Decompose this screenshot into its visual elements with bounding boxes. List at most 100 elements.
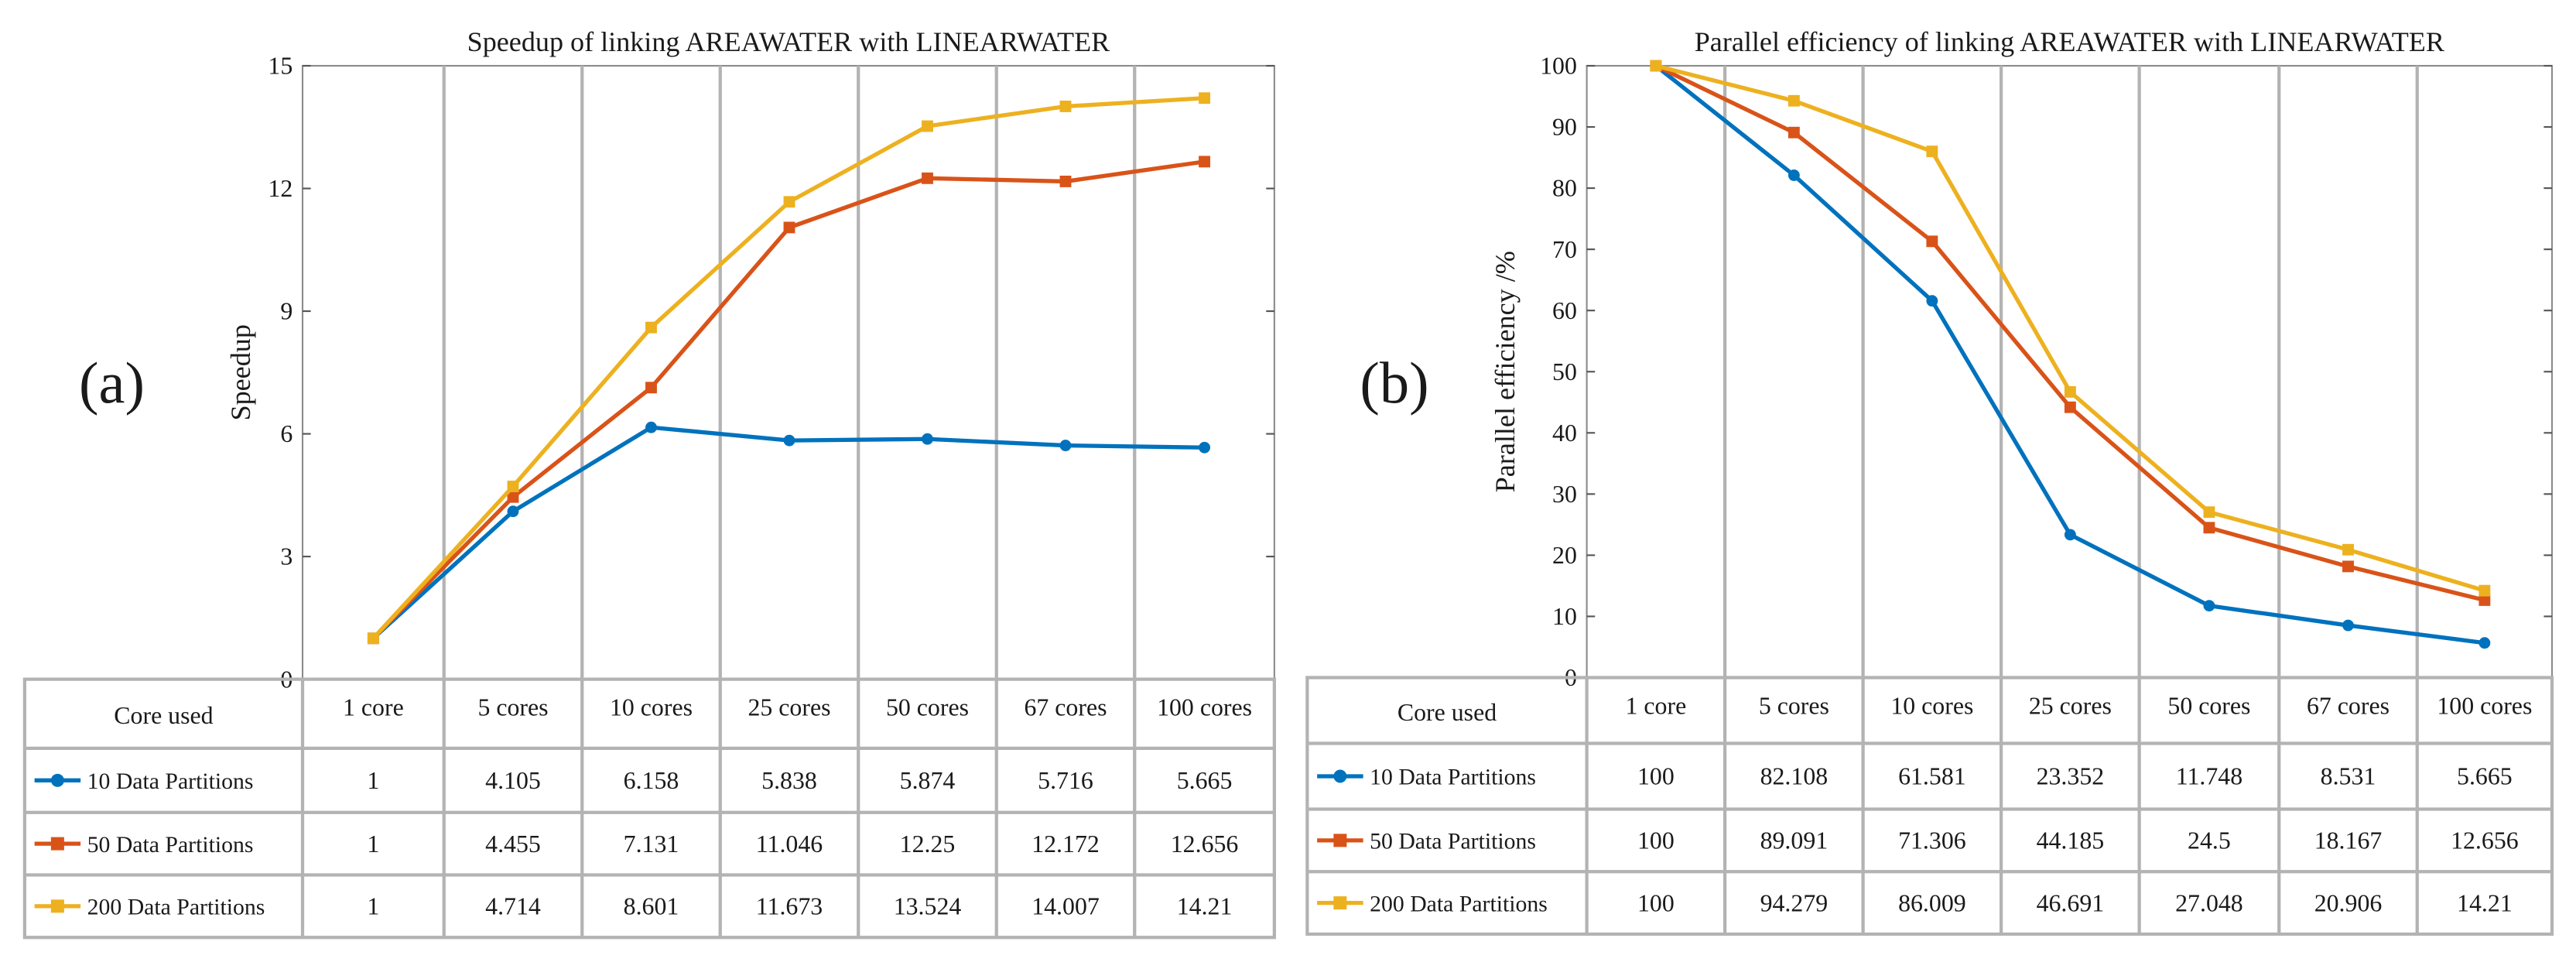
data-point xyxy=(2064,529,2076,541)
data-point xyxy=(2479,584,2491,597)
table-cell-value: 5.716 xyxy=(1038,767,1093,794)
table-cell-value: 18.167 xyxy=(2314,827,2383,854)
data-point xyxy=(1199,156,1210,168)
data-point xyxy=(507,491,519,503)
table-cell-value: 89.091 xyxy=(1760,827,1829,854)
table-cell-value: 24.5 xyxy=(2188,827,2231,854)
legend-series-name: 50 Data Partitions xyxy=(87,832,254,858)
data-point xyxy=(1926,295,1938,307)
series-200-data-partitions xyxy=(367,92,1210,645)
table-category-label: 67 cores xyxy=(2307,692,2390,719)
legend-marker-circle xyxy=(1333,769,1347,783)
data-point xyxy=(2479,637,2491,649)
data-point xyxy=(922,120,933,132)
table-category-label: 1 core xyxy=(343,693,404,721)
data-point xyxy=(2203,522,2215,534)
plot-area xyxy=(1586,64,2554,679)
table-cell-value: 100 xyxy=(1637,889,1675,916)
table-cell-value: 11.748 xyxy=(2176,763,2242,790)
table-cell-value: 12.25 xyxy=(900,830,956,858)
data-point xyxy=(2479,594,2491,606)
data-point xyxy=(507,481,519,492)
data-point xyxy=(1059,175,1072,187)
data-point xyxy=(645,421,657,433)
data-table: Core used 1 core 5 cores 10 cores 25 cores 50… xyxy=(1305,676,2554,936)
y-tick-label: 70 xyxy=(1552,236,1577,263)
data-point xyxy=(783,221,795,234)
legend-series-name: 50 Data Partitions xyxy=(1370,829,1536,854)
data-point xyxy=(1059,440,1072,452)
data-point xyxy=(2342,543,2354,556)
table-cell-value: 14.21 xyxy=(1177,893,1233,920)
table-cell-value: 14.21 xyxy=(2457,889,2513,916)
table-cell-value: 4.455 xyxy=(485,830,541,858)
table-cell-value: 5.665 xyxy=(1177,767,1233,794)
legend-series-name: 200 Data Partitions xyxy=(1370,891,1548,916)
series-200-data-partitions xyxy=(1650,60,2491,597)
y-tick-label: 30 xyxy=(1552,481,1577,508)
legend-series-name: 10 Data Partitions xyxy=(87,769,254,794)
table-cell-value: 5.665 xyxy=(2457,763,2513,790)
table-cell-value: 7.131 xyxy=(624,830,679,858)
table-cell-value: 20.906 xyxy=(2314,889,2383,916)
table-cell-value: 82.108 xyxy=(1760,763,1829,790)
table-cell-value: 13.524 xyxy=(894,893,962,920)
data-point xyxy=(1199,441,1210,454)
y-tick-label: 10 xyxy=(1552,603,1577,630)
table-cell-value: 12.172 xyxy=(1031,830,1100,858)
table-category-label: 100 cores xyxy=(1157,693,1252,721)
table-cell-value: 23.352 xyxy=(2037,763,2105,790)
data-point xyxy=(783,196,795,208)
y-tick-label: 50 xyxy=(1552,358,1577,385)
y-tick-label: 90 xyxy=(1552,114,1577,141)
table-border xyxy=(22,677,1276,940)
panel-label: (b) xyxy=(1360,351,1428,416)
table-category-label: 50 cores xyxy=(2167,692,2250,719)
y-tick-label: 40 xyxy=(1552,419,1577,447)
data-point xyxy=(1787,94,1800,107)
table-header-core-used: Core used xyxy=(1397,699,1497,726)
y-axis-label: Speedup xyxy=(225,324,256,420)
legend-series-name: 10 Data Partitions xyxy=(1370,765,1536,790)
data-point xyxy=(922,172,933,184)
legend-marker-circle xyxy=(50,773,64,787)
table-cell-value: 5.874 xyxy=(900,767,956,794)
table-header-core-used: Core used xyxy=(114,702,213,729)
table-cell-value: 5.838 xyxy=(761,767,817,794)
y-tick-label: 20 xyxy=(1552,542,1577,569)
table-category-label: 67 cores xyxy=(1024,693,1107,721)
y-tick-label: 60 xyxy=(1552,297,1577,324)
table-cell-value: 100 xyxy=(1637,827,1675,854)
table-cell-value: 44.185 xyxy=(2037,827,2105,854)
data-point xyxy=(1926,235,1938,248)
data-point xyxy=(783,434,795,447)
table-cell-value: 12.656 xyxy=(2451,827,2519,854)
data-point xyxy=(645,321,657,334)
data-point xyxy=(645,382,657,394)
table-category-label: 50 cores xyxy=(886,693,969,721)
table-cell-value: 4.105 xyxy=(485,767,541,794)
table-cell-value: 100 xyxy=(1637,763,1675,790)
data-point xyxy=(367,632,379,645)
data-point xyxy=(1787,126,1800,139)
legend-series-name: 200 Data Partitions xyxy=(87,895,265,920)
data-point xyxy=(922,433,933,445)
data-point xyxy=(2342,619,2354,632)
y-axis-label: Parallel efficiency /% xyxy=(1490,251,1521,492)
data-point xyxy=(2064,401,2076,413)
y-tick-label: 100 xyxy=(1540,53,1577,80)
table-category-label: 25 cores xyxy=(2029,692,2112,719)
table-cell-value: 14.007 xyxy=(1031,893,1100,920)
table-cell-value: 8.601 xyxy=(624,893,679,920)
table-category-label: 10 cores xyxy=(610,693,693,721)
data-point xyxy=(2203,600,2215,612)
y-tick-label: 80 xyxy=(1552,175,1577,202)
table-cell-value: 11.673 xyxy=(756,893,823,920)
data-table: Core used 1 core 5 cores 10 cores 25 cores 50… xyxy=(22,677,1276,940)
table-cell-value: 27.048 xyxy=(2175,889,2243,916)
table-category-label: 5 cores xyxy=(477,693,548,721)
table-cell-value: 1 xyxy=(367,893,379,920)
panel-label: (a) xyxy=(79,351,145,416)
